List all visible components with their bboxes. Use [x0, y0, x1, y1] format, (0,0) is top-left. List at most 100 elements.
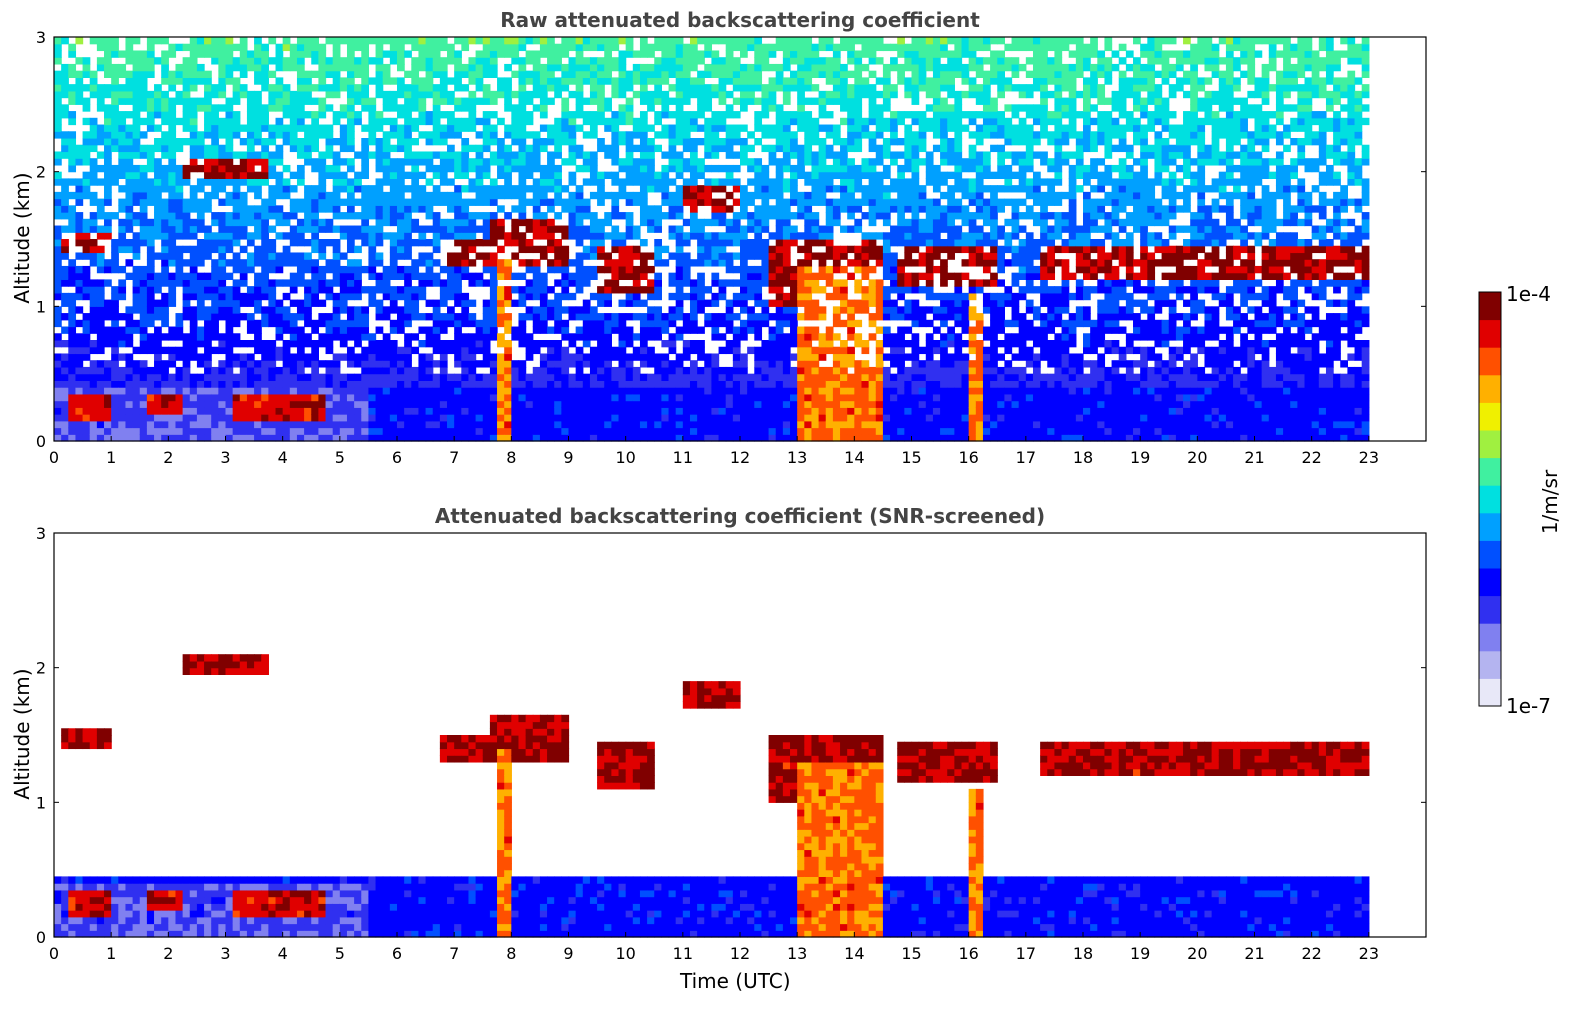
heatmap-cell — [161, 292, 169, 301]
heatmap-cell — [275, 346, 284, 355]
heatmap-cell — [404, 158, 412, 166]
heatmap-cell — [654, 380, 662, 388]
heatmap-cell — [482, 43, 491, 52]
heatmap-cell — [211, 37, 219, 45]
heatmap-cell — [539, 420, 548, 429]
heatmap-cell — [325, 346, 334, 355]
heatmap-cell — [454, 104, 462, 112]
heatmap-cell — [389, 292, 398, 301]
heatmap-cell — [604, 218, 612, 227]
heatmap-cell — [432, 420, 441, 429]
heatmap-cell — [518, 90, 527, 99]
heatmap-cell — [518, 37, 527, 45]
heatmap-cell — [539, 77, 548, 85]
heatmap-cell — [332, 393, 341, 402]
heatmap-cell — [225, 333, 234, 341]
heatmap-cell — [468, 400, 477, 408]
heatmap-cell — [675, 77, 684, 85]
heatmap-cell — [332, 292, 341, 301]
heatmap-cell — [304, 97, 312, 105]
heatmap-cell — [718, 232, 727, 240]
heatmap-cell — [318, 191, 327, 200]
heatmap-cell — [168, 111, 177, 119]
heatmap-cell — [689, 37, 698, 45]
heatmap-cell — [161, 178, 169, 186]
heatmap-cell — [432, 138, 441, 146]
heatmap-cell — [604, 434, 612, 442]
heatmap-cell — [225, 380, 234, 388]
heatmap-cell — [775, 164, 784, 173]
heatmap-cell — [561, 380, 570, 388]
heatmap-cell — [461, 340, 470, 348]
heatmap-cell — [589, 43, 598, 52]
heatmap-cell — [454, 427, 462, 435]
heatmap-cell — [704, 50, 713, 58]
heatmap-cell — [611, 90, 620, 99]
heatmap-cell — [339, 420, 348, 429]
heatmap-cell — [225, 43, 234, 52]
heatmap-cell — [532, 427, 541, 435]
heatmap-cell — [304, 313, 312, 321]
heatmap-cell — [475, 414, 484, 422]
heatmap-cell — [311, 164, 319, 173]
heatmap-cell — [761, 366, 770, 375]
heatmap-cell — [111, 124, 119, 132]
heatmap-cell — [682, 407, 691, 415]
heatmap-cell — [389, 131, 398, 139]
heatmap-cell — [689, 117, 698, 126]
heatmap-cell — [111, 131, 119, 139]
heatmap-cell — [518, 164, 527, 173]
heatmap-cell — [747, 407, 755, 415]
heatmap-cell — [625, 232, 634, 240]
heatmap-cell — [82, 245, 91, 254]
heatmap-cell — [154, 158, 162, 166]
heatmap-cell — [554, 138, 562, 146]
heatmap-cell — [439, 400, 448, 408]
heatmap-cell — [718, 252, 727, 260]
heatmap-cell — [661, 313, 670, 321]
heatmap-cell — [432, 151, 441, 159]
heatmap-cell — [482, 353, 491, 361]
heatmap-cell — [482, 306, 491, 314]
heatmap-cell — [775, 259, 784, 267]
heatmap-cell — [61, 400, 69, 408]
heatmap-cell — [561, 158, 570, 166]
heatmap-cell — [689, 427, 698, 435]
heatmap-cell — [547, 360, 555, 368]
heatmap-cell — [418, 279, 427, 287]
heatmap-cell — [246, 131, 255, 139]
heatmap-cell — [382, 434, 391, 442]
heatmap-cell — [489, 131, 498, 139]
heatmap-cell — [511, 232, 520, 240]
heatmap-cell — [204, 225, 212, 233]
heatmap-cell — [225, 225, 234, 233]
heatmap-cell — [397, 346, 405, 355]
heatmap-cell — [704, 97, 713, 105]
heatmap-cell — [232, 400, 241, 408]
heatmap-cell — [254, 43, 262, 52]
heatmap-cell — [375, 50, 384, 58]
heatmap-cell — [125, 434, 134, 442]
heatmap-cell — [597, 84, 605, 92]
heatmap-cell — [196, 279, 205, 287]
heatmap-cell — [168, 407, 177, 415]
heatmap-cell — [282, 346, 291, 355]
heatmap-cell — [304, 279, 312, 287]
heatmap-cell — [389, 380, 398, 388]
heatmap-cell — [154, 407, 162, 415]
heatmap-cell — [339, 319, 348, 328]
heatmap-cell — [639, 84, 648, 92]
heatmap-cell — [804, 366, 813, 375]
heatmap-cell — [575, 50, 584, 58]
heatmap-cell — [547, 353, 555, 361]
heatmap-cell — [189, 252, 198, 260]
heatmap-cell — [125, 420, 134, 429]
heatmap-cell — [654, 259, 662, 267]
heatmap-cell — [447, 144, 455, 153]
heatmap-cell — [754, 50, 763, 58]
heatmap-cell — [725, 346, 734, 355]
heatmap-cell — [332, 57, 341, 65]
heatmap-cell — [511, 420, 520, 429]
heatmap-cell — [218, 272, 227, 280]
heatmap-cell — [354, 259, 362, 267]
